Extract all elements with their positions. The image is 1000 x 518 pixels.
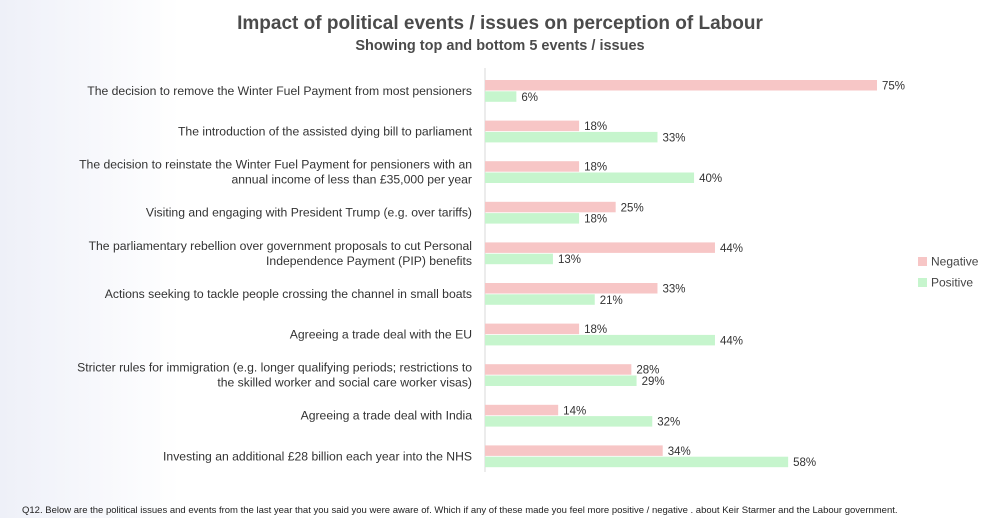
negative-data-label: 18% xyxy=(584,324,607,336)
negative-bar xyxy=(485,364,632,375)
negative-bar xyxy=(485,404,559,416)
chart-subtitle: Showing top and bottom 5 events / issues xyxy=(355,38,645,54)
positive-bar xyxy=(485,375,637,386)
negative-data-label: 33% xyxy=(662,284,685,296)
legend-label-negative: Negative xyxy=(931,255,979,269)
negative-bar xyxy=(485,323,580,335)
positive-bar xyxy=(485,91,517,102)
negative-bar xyxy=(485,161,580,172)
negative-bar xyxy=(485,242,715,253)
category-label: The decision to reinstate the Winter Fue… xyxy=(79,158,472,187)
positive-bar xyxy=(485,416,653,427)
positive-data-label: 32% xyxy=(657,417,680,429)
negative-bar xyxy=(485,283,658,294)
positive-data-label: 33% xyxy=(662,132,685,144)
category-label: Agreeing a trade deal with India xyxy=(301,409,473,423)
positive-bar xyxy=(485,131,658,143)
positive-data-label: 29% xyxy=(642,376,665,388)
category-label: The decision to remove the Winter Fuel P… xyxy=(87,84,472,98)
positive-bar xyxy=(485,172,695,183)
category-label: Investing an additional £28 billion each… xyxy=(163,449,472,463)
negative-data-label: 44% xyxy=(720,243,743,255)
negative-data-label: 18% xyxy=(584,121,607,133)
negative-data-label: 14% xyxy=(563,405,586,417)
positive-bar xyxy=(485,213,580,224)
negative-data-label: 34% xyxy=(668,446,691,458)
negative-data-label: 75% xyxy=(882,81,905,93)
footnote: Q12. Below are the political issues and … xyxy=(22,505,898,516)
chart-title: Impact of political events / issues on p… xyxy=(237,13,763,34)
positive-data-label: 13% xyxy=(558,254,581,266)
legend-label-positive: Positive xyxy=(931,276,973,290)
legend-swatch-positive xyxy=(918,278,927,287)
category-label: Actions seeking to tackle people crossin… xyxy=(105,287,472,301)
category-label: Stricter rules for immigration (e.g. lon… xyxy=(77,361,472,390)
category-label: Agreeing a trade deal with the EU xyxy=(290,328,472,342)
positive-bar xyxy=(485,334,715,346)
category-label: The introduction of the assisted dying b… xyxy=(178,125,473,139)
positive-data-label: 18% xyxy=(584,214,607,226)
positive-data-label: 6% xyxy=(521,92,538,104)
bar-chart: The decision to remove the Winter Fuel P… xyxy=(77,68,979,472)
negative-bar xyxy=(485,445,663,456)
category-label: Visiting and engaging with President Tru… xyxy=(146,206,472,220)
negative-bar xyxy=(485,120,580,132)
negative-data-label: 18% xyxy=(584,162,607,174)
positive-bar xyxy=(485,456,789,468)
positive-data-label: 21% xyxy=(600,295,623,307)
negative-data-label: 28% xyxy=(636,365,659,377)
positive-bar xyxy=(485,253,553,265)
category-label: The parliamentary rebellion over governm… xyxy=(89,239,472,268)
negative-data-label: 25% xyxy=(621,202,644,214)
positive-bar xyxy=(485,294,595,305)
positive-data-label: 58% xyxy=(793,457,816,469)
negative-bar xyxy=(485,201,616,213)
legend-swatch-negative xyxy=(918,257,927,266)
negative-bar xyxy=(485,80,877,91)
positive-data-label: 44% xyxy=(720,335,743,347)
positive-data-label: 40% xyxy=(699,173,722,185)
